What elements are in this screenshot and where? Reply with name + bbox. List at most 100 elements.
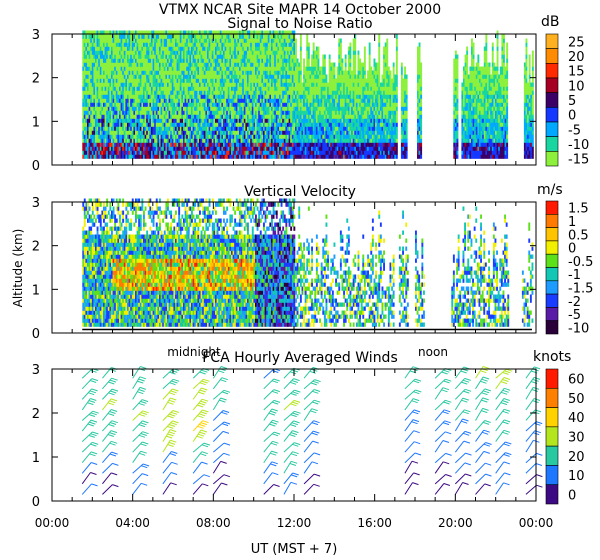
- snr-cell: [88, 98, 91, 103]
- snr-cell: [103, 58, 105, 63]
- snr-cell: [296, 62, 299, 67]
- snr-cell: [88, 94, 91, 99]
- snr-cell: [155, 38, 158, 43]
- snr-cell: [130, 46, 133, 51]
- snr-cell: [95, 66, 97, 71]
- snr-cell: [107, 42, 110, 47]
- snr-cell: [149, 122, 152, 127]
- snr-cell: [163, 42, 166, 47]
- snr-cell: [168, 50, 171, 55]
- snr-cell: [163, 102, 166, 107]
- snr-cell: [143, 78, 145, 83]
- snr-cell: [160, 102, 163, 107]
- snr-cell: [159, 30, 161, 35]
- snr-cell: [112, 146, 115, 151]
- snr-cell: [115, 34, 118, 39]
- snr-cell: [123, 34, 126, 39]
- snr-cell: [128, 134, 131, 139]
- snr-cell: [96, 70, 99, 75]
- snr-cell: [91, 114, 94, 119]
- snr-cell: [90, 42, 93, 47]
- snr-cell: [135, 122, 137, 127]
- snr-cell: [96, 54, 99, 59]
- snr-cell: [128, 114, 131, 119]
- snr-cell: [143, 58, 145, 63]
- snr-cell: [111, 86, 113, 91]
- snr-cell: [141, 74, 144, 79]
- snr-cell: [149, 42, 152, 47]
- snr-cell: [131, 50, 134, 55]
- snr-cell: [111, 66, 113, 71]
- snr-cell: [157, 138, 160, 143]
- snr-cell: [143, 46, 145, 51]
- snr-cell: [112, 130, 115, 135]
- snr-cell: [120, 50, 123, 55]
- snr-cell: [106, 130, 109, 135]
- snr-cell: [130, 106, 133, 111]
- snr-cell: [82, 106, 85, 111]
- snr-cell: [131, 102, 134, 107]
- snr-cell: [106, 134, 109, 139]
- snr-cell: [88, 50, 91, 55]
- snr-cell: [139, 54, 142, 59]
- snr-cell: [173, 90, 176, 95]
- snr-cell: [87, 74, 89, 79]
- snr-cell: [95, 38, 97, 43]
- snr-cell: [131, 110, 134, 115]
- snr-cell: [155, 138, 158, 143]
- snr-cell: [127, 126, 129, 131]
- snr-cell: [117, 54, 120, 59]
- snr-cell: [82, 38, 85, 43]
- snr-cell: [165, 122, 168, 127]
- snr-cell: [136, 34, 139, 39]
- snr-cell: [107, 138, 110, 143]
- snr-cell: [127, 138, 129, 143]
- snr-cell: [152, 42, 155, 47]
- snr-cell: [136, 78, 139, 83]
- snr-cell: [119, 134, 121, 139]
- snr-cell: [157, 134, 160, 139]
- snr-cell: [85, 46, 88, 51]
- snr-cell: [167, 78, 169, 83]
- snr-cell: [109, 154, 112, 159]
- snr-cell: [167, 98, 169, 103]
- snr-cell: [323, 62, 326, 67]
- snr-cell: [127, 154, 129, 159]
- snr-cell: [103, 98, 105, 103]
- snr-cell: [138, 66, 141, 71]
- snr-cell: [96, 50, 99, 55]
- snr-cell: [90, 70, 93, 75]
- snr-cell: [104, 62, 107, 67]
- snr-cell: [143, 130, 145, 135]
- snr-cell: [144, 30, 147, 35]
- snr-cell: [127, 86, 129, 91]
- snr-cell: [152, 58, 155, 63]
- snr-cell: [123, 62, 126, 67]
- snr-cell: [296, 122, 299, 127]
- snr-cell: [136, 98, 139, 103]
- snr-cell: [99, 114, 102, 119]
- snr-cell: [125, 38, 128, 43]
- snr-cell: [99, 70, 102, 75]
- snr-cell: [144, 102, 147, 107]
- snr-cell: [136, 86, 139, 91]
- snr-cell: [99, 106, 102, 111]
- snr-cell: [168, 118, 171, 123]
- snr-cell: [146, 74, 149, 79]
- snr-cell: [120, 66, 123, 71]
- snr-cell: [147, 94, 150, 99]
- snr-cell: [154, 50, 157, 55]
- snr-cell: [128, 78, 131, 83]
- snr-cell: [163, 146, 166, 151]
- snr-cell: [170, 70, 173, 75]
- snr-cell: [155, 66, 158, 71]
- snr-cell: [98, 98, 101, 103]
- snr-cell: [112, 114, 115, 119]
- snr-cell: [82, 154, 85, 159]
- snr-cell: [131, 66, 134, 71]
- snr-cell: [135, 146, 137, 151]
- snr-cell: [151, 102, 153, 107]
- snr-cell: [157, 154, 160, 159]
- snr-cell: [85, 94, 88, 99]
- snr-cell: [103, 86, 105, 91]
